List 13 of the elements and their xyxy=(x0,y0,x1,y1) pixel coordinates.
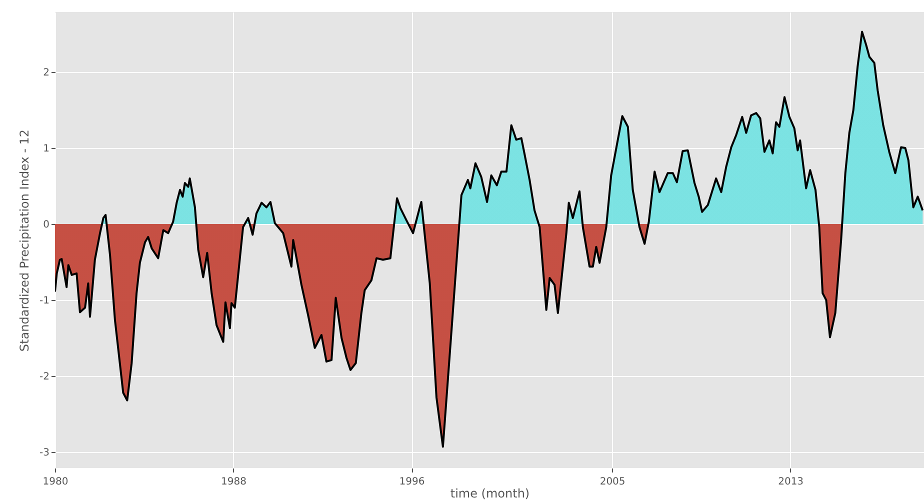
x-tick-label: 1996 xyxy=(399,476,425,488)
x-tick-label: 1980 xyxy=(42,476,68,488)
y-axis-title: Standardized Precipitation Index - 12 xyxy=(18,129,32,352)
y-tick-label: 1 xyxy=(43,144,50,155)
y-tick-label: -3 xyxy=(40,448,50,459)
x-tick-label: 2005 xyxy=(600,476,626,488)
y-tick-label: -2 xyxy=(40,372,50,383)
x-tick-label: 2013 xyxy=(778,476,804,488)
y-tick-label: 2 xyxy=(43,68,50,79)
x-tick-label: 1988 xyxy=(221,476,246,488)
y-tick-label: 0 xyxy=(43,220,50,231)
x-axis-title: time (month) xyxy=(450,486,530,500)
y-tick-label: -1 xyxy=(40,296,50,307)
